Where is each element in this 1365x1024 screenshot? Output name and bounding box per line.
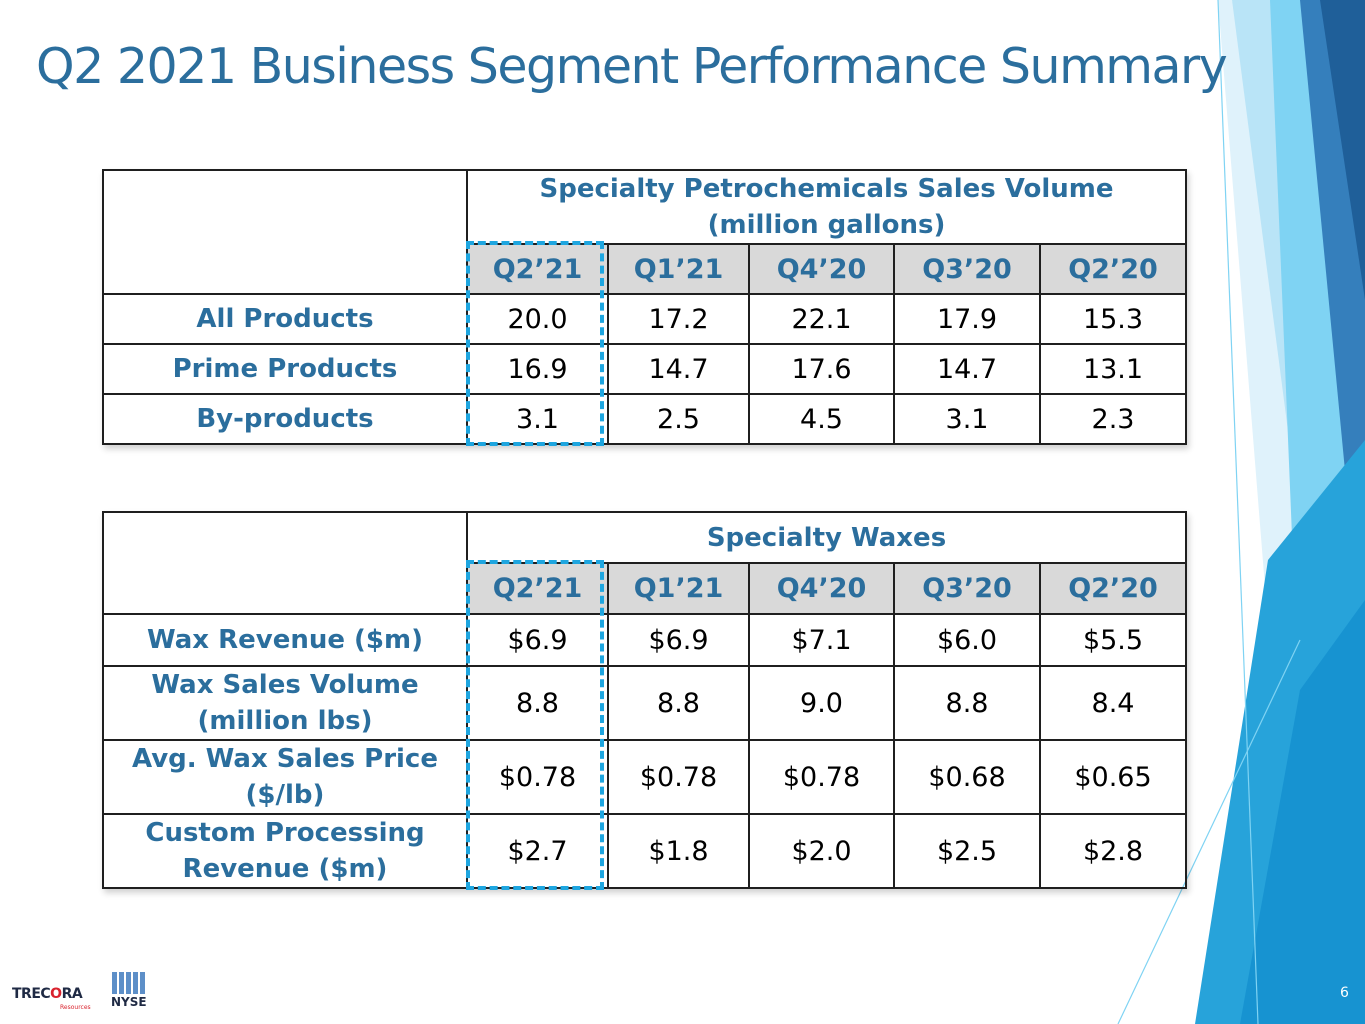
nyse-logo-bars xyxy=(112,972,154,994)
row-label: Wax Sales Volume (million lbs) xyxy=(102,665,468,741)
table-cell: 3.1 xyxy=(466,393,609,445)
table-cell: 9.0 xyxy=(748,665,895,741)
table-cell: 8.8 xyxy=(466,665,609,741)
trecora-logo-text: TRECORA xyxy=(12,986,83,1002)
trecora-logo-subtext: Resources xyxy=(60,1004,91,1011)
quarter-header: Q4’20 xyxy=(748,562,895,615)
table-cell: 17.2 xyxy=(607,293,750,345)
quarter-header: Q4’20 xyxy=(748,243,895,295)
table-row: All Products 20.0 17.2 22.1 17.9 15.3 xyxy=(102,293,1187,345)
table-cell: 14.7 xyxy=(893,343,1041,395)
table-cell: 3.1 xyxy=(893,393,1041,445)
row-label: Custom Processing Revenue ($m) xyxy=(102,813,468,889)
table-cell: 16.9 xyxy=(466,343,609,395)
quarter-header: Q2’20 xyxy=(1039,243,1187,295)
row-label: All Products xyxy=(102,293,468,345)
table-cell: $0.68 xyxy=(893,739,1041,815)
table-cell: 17.9 xyxy=(893,293,1041,345)
quarter-header: Q3’20 xyxy=(893,243,1041,295)
table-cell: 20.0 xyxy=(466,293,609,345)
page-number: 6 xyxy=(1340,985,1349,1001)
row-label: Avg. Wax Sales Price ($/lb) xyxy=(102,739,468,815)
table-cell: 8.8 xyxy=(607,665,750,741)
nyse-logo: NYSE xyxy=(110,972,154,1009)
table-cell: $2.0 xyxy=(748,813,895,889)
quarter-header: Q2’21 xyxy=(466,562,609,615)
page-title: Q2 2021 Business Segment Performance Sum… xyxy=(36,38,1228,95)
table-cell: $6.9 xyxy=(607,613,750,667)
table-cell: $6.9 xyxy=(466,613,609,667)
row-label-line1: Custom Processing xyxy=(145,818,425,848)
row-label-line1: Avg. Wax Sales Price xyxy=(132,744,438,774)
nyse-logo-text: NYSE xyxy=(111,995,147,1009)
table-cell: 2.5 xyxy=(607,393,750,445)
table-cell: $2.7 xyxy=(466,813,609,889)
table-cell: $0.78 xyxy=(607,739,750,815)
table-cell: $1.8 xyxy=(607,813,750,889)
quarter-header: Q2’20 xyxy=(1039,562,1187,615)
table-cell: 17.6 xyxy=(748,343,895,395)
table-cell: $5.5 xyxy=(1039,613,1187,667)
table-row: Prime Products 16.9 14.7 17.6 14.7 13.1 xyxy=(102,343,1187,395)
table-cell: $0.78 xyxy=(466,739,609,815)
table-row: Wax Revenue ($m) $6.9 $6.9 $7.1 $6.0 $5.… xyxy=(102,613,1187,667)
specialty-waxes-header: Specialty Waxes xyxy=(466,511,1187,564)
table-cell: 15.3 xyxy=(1039,293,1187,345)
table-cell: 13.1 xyxy=(1039,343,1187,395)
specialty-waxes-table: Specialty Waxes Q2’21 Q1’21 Q4’20 Q3’20 … xyxy=(102,511,1187,889)
table-cell: $2.8 xyxy=(1039,813,1187,889)
row-label: Prime Products xyxy=(102,343,468,395)
row-label-line2: (million lbs) xyxy=(197,706,373,736)
quarter-header: Q1’21 xyxy=(607,243,750,295)
row-label-line1: Wax Revenue ($m) xyxy=(146,625,423,655)
row-label-line2: ($/lb) xyxy=(245,780,325,810)
table-row: Avg. Wax Sales Price ($/lb) $0.78 $0.78 … xyxy=(102,739,1187,815)
table-cell: $0.78 xyxy=(748,739,895,815)
table-cell: 2.3 xyxy=(1039,393,1187,445)
row-label-line1: Wax Sales Volume xyxy=(151,670,419,700)
table-cell: 8.4 xyxy=(1039,665,1187,741)
table-cell: $2.5 xyxy=(893,813,1041,889)
table-cell: $6.0 xyxy=(893,613,1041,667)
row-label: By-products xyxy=(102,393,468,445)
table-cell: 8.8 xyxy=(893,665,1041,741)
row-label-line2: Revenue ($m) xyxy=(182,854,388,884)
table-cell: 14.7 xyxy=(607,343,750,395)
table-row: Custom Processing Revenue ($m) $2.7 $1.8… xyxy=(102,813,1187,889)
table-corner-cell xyxy=(102,169,468,295)
petrochemicals-header: Specialty Petrochemicals Sales Volume (m… xyxy=(466,169,1187,245)
table-corner-cell xyxy=(102,511,468,615)
table-cell: 22.1 xyxy=(748,293,895,345)
row-label: Wax Revenue ($m) xyxy=(102,613,468,667)
table-row: Wax Sales Volume (million lbs) 8.8 8.8 9… xyxy=(102,665,1187,741)
petrochemicals-table: Specialty Petrochemicals Sales Volume (m… xyxy=(102,169,1187,445)
table-cell: 4.5 xyxy=(748,393,895,445)
table-row: By-products 3.1 2.5 4.5 3.1 2.3 xyxy=(102,393,1187,445)
trecora-logo: TRECORA Resources xyxy=(12,986,91,1011)
quarter-header: Q1’21 xyxy=(607,562,750,615)
petrochemicals-header-line1: Specialty Petrochemicals Sales Volume xyxy=(539,174,1114,204)
table-cell: $0.65 xyxy=(1039,739,1187,815)
quarter-header: Q2’21 xyxy=(466,243,609,295)
quarter-header: Q3’20 xyxy=(893,562,1041,615)
petrochemicals-header-line2: (million gallons) xyxy=(707,210,946,240)
table-cell: $7.1 xyxy=(748,613,895,667)
